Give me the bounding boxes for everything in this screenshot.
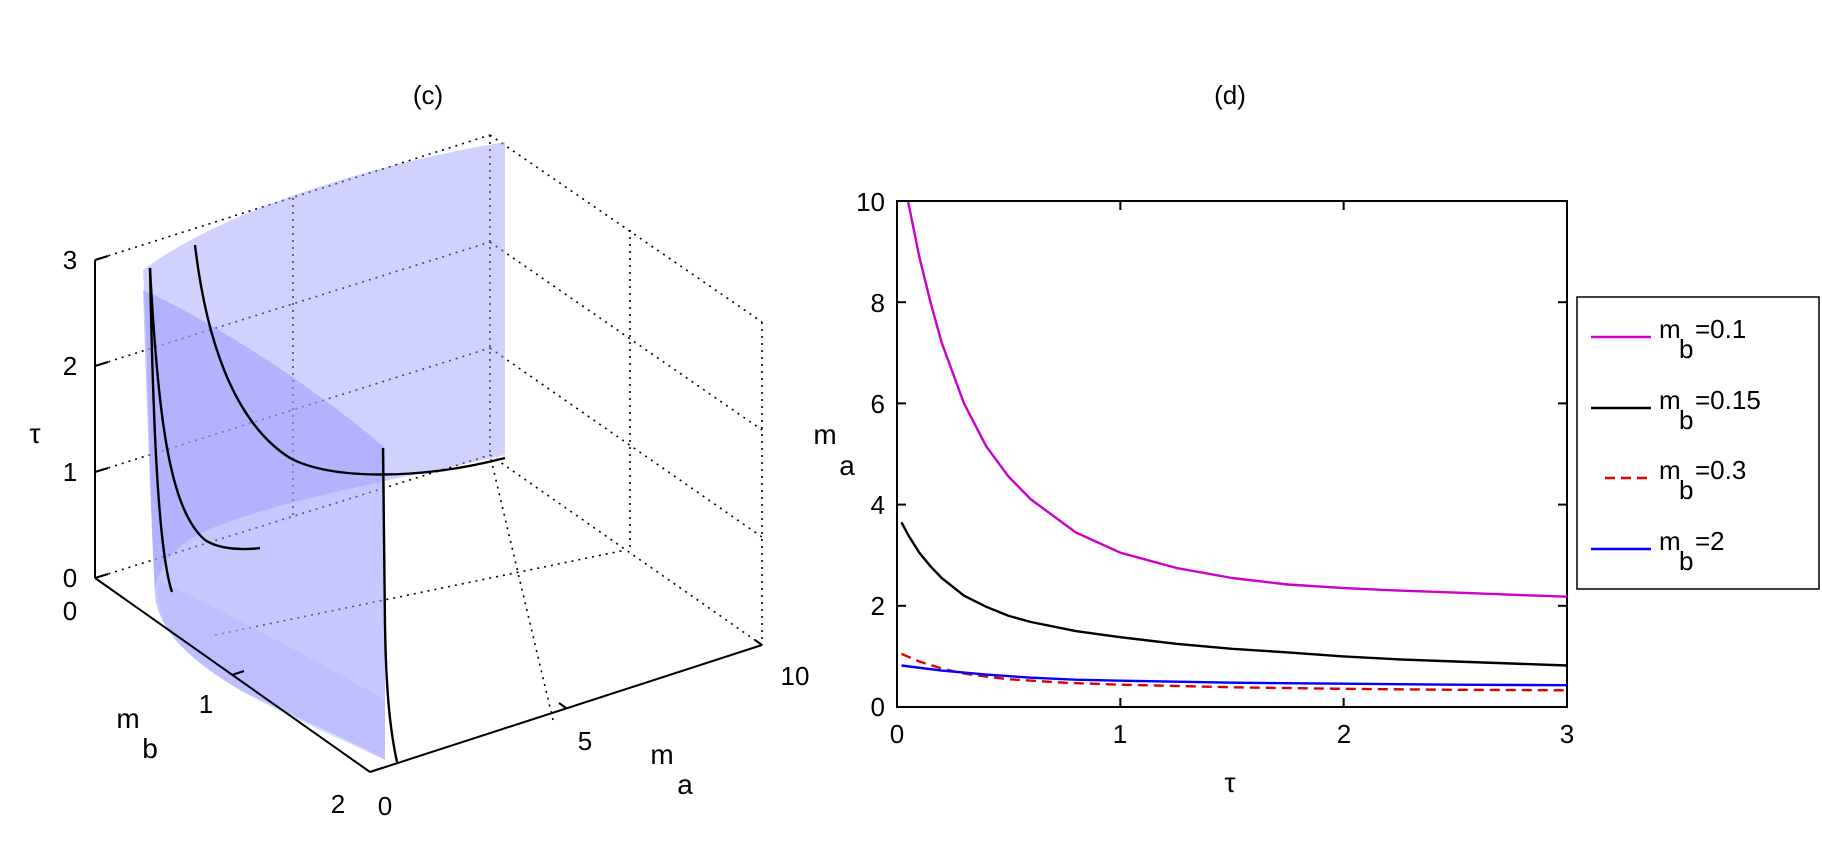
panel-c-title: (c) <box>413 80 443 110</box>
series-line-1 <box>900 521 1568 667</box>
tau-axis-label: τ <box>29 418 40 449</box>
panel-c-surface <box>143 142 505 760</box>
ma-tick-0: 0 <box>378 791 392 821</box>
z-tick-2: 2 <box>63 351 77 381</box>
legend-label-1-main: m <box>1659 385 1681 415</box>
curve-mb-0.15 <box>193 244 506 476</box>
curve-mb-2 <box>148 267 399 763</box>
x-tick-2: 2 <box>1337 719 1351 749</box>
z-tick-1: 1 <box>63 457 77 487</box>
legend-label-3-main: m <box>1659 526 1681 556</box>
legend-label-0-tail: =0.1 <box>1695 314 1746 344</box>
y-tick-2: 2 <box>871 591 885 621</box>
panel-d-title: (d) <box>1214 80 1246 110</box>
panel-d-series <box>900 201 1568 692</box>
legend-label-0-sub: b <box>1679 334 1693 364</box>
panel-d-x-tick-labels: 0 1 2 3 <box>890 719 1574 749</box>
legend-box <box>1576 296 1820 590</box>
legend-label-2-sub: b <box>1679 475 1693 505</box>
mb-tick-2: 2 <box>331 789 345 819</box>
y-tick-6: 6 <box>871 389 885 419</box>
legend-label-0-main: m <box>1659 314 1681 344</box>
series-line-0 <box>907 201 1568 598</box>
legend-label-2-main: m <box>1659 455 1681 485</box>
legend-label-2-tail: =0.3 <box>1695 455 1746 485</box>
ma-axis-label-main: m <box>650 739 673 770</box>
panel-c-tick-labels: 0 1 2 3 0 1 2 0 5 10 <box>63 245 810 821</box>
x-axis-label: τ <box>1224 767 1235 798</box>
panel-c-curves <box>148 244 506 763</box>
legend-label-1-sub: b <box>1679 405 1693 435</box>
legend-label-1-tail: =0.15 <box>1695 385 1761 415</box>
mb-tick-0: 0 <box>63 596 77 626</box>
y-tick-0: 0 <box>871 692 885 722</box>
y-tick-4: 4 <box>871 490 885 520</box>
series-line-2 <box>901 652 1568 692</box>
surface-front-lighten <box>157 580 385 760</box>
ma-tick-5: 5 <box>578 726 592 756</box>
series-line-3 <box>901 664 1568 687</box>
panel-d-axis-labels: τ m a <box>813 419 1235 798</box>
panel-c-axes <box>94 255 763 773</box>
y-tick-8: 8 <box>871 288 885 318</box>
legend: m b =0.1 m b =0.15 m b =0.3 m b =2 <box>1576 296 1820 590</box>
x-tick-1: 1 <box>1113 719 1127 749</box>
panel-c-3d-surface: (c) <box>29 80 809 821</box>
y-axis-label-sub: a <box>839 450 855 481</box>
panel-c-axis-labels: τ m b m a <box>29 418 693 800</box>
panel-c-grid <box>94 134 763 721</box>
z-tick-0: 0 <box>63 563 77 593</box>
plot-frame <box>896 200 1568 708</box>
ma-tick-10: 10 <box>781 661 810 691</box>
y-tick-10: 10 <box>856 187 885 217</box>
panel-d-line-chart: (d) 0 1 2 3 0 2 4 6 8 10 τ m a m b <box>813 80 1820 798</box>
mb-tick-1: 1 <box>199 689 213 719</box>
legend-label-3-sub: b <box>1679 546 1693 576</box>
mb-axis-label-main: m <box>116 703 139 734</box>
surface-front-sheet <box>143 290 385 760</box>
ma-axis-label-sub: a <box>677 769 693 800</box>
legend-label-3-tail: =2 <box>1695 526 1725 556</box>
z-tick-3: 3 <box>63 245 77 275</box>
y-axis-label-main: m <box>813 419 836 450</box>
curve-mb-0.1 <box>148 267 261 551</box>
x-tick-0: 0 <box>890 719 904 749</box>
x-tick-3: 3 <box>1560 719 1574 749</box>
mb-axis-label-sub: b <box>142 733 158 764</box>
panel-d-ticks <box>896 200 1568 708</box>
panel-d-y-tick-labels: 0 2 4 6 8 10 <box>856 187 885 722</box>
